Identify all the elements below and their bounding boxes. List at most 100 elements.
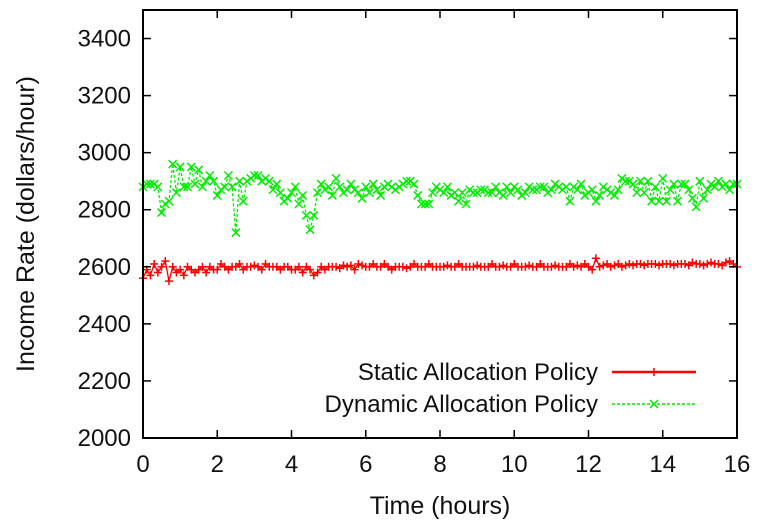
x-axis-label: Time (hours) bbox=[370, 492, 511, 520]
dynamic-data-point bbox=[621, 176, 631, 186]
dynamic-data-point bbox=[424, 199, 434, 209]
dynamic-data-point bbox=[286, 188, 297, 198]
dynamic-data-point bbox=[420, 199, 430, 209]
y-axis-label: Income Rate (dollars/hour) bbox=[12, 76, 40, 372]
dynamic-data-point bbox=[669, 179, 679, 189]
dynamic-data-point bbox=[673, 196, 683, 206]
static-data-point bbox=[350, 265, 359, 274]
dynamic-data-point bbox=[145, 179, 155, 189]
dynamic-data-point bbox=[327, 190, 337, 200]
static-data-point bbox=[250, 261, 259, 270]
dynamic-data-point bbox=[309, 210, 319, 220]
static-data-point bbox=[707, 258, 716, 267]
dynamic-data-point bbox=[710, 182, 720, 192]
x-tick-label: 14 bbox=[649, 451, 676, 478]
legend: Static Allocation Policy Dynamic Allocati… bbox=[325, 359, 696, 418]
static-data-point bbox=[714, 259, 723, 268]
dynamic-data-point bbox=[231, 228, 241, 238]
static-data-point bbox=[640, 261, 649, 270]
dynamic-data-point bbox=[461, 199, 471, 209]
static-data-point bbox=[573, 261, 582, 270]
static-data-point bbox=[346, 261, 355, 270]
dynamic-data-point bbox=[168, 159, 178, 169]
dynamic-data-point bbox=[454, 196, 464, 206]
static-data-point bbox=[621, 261, 630, 270]
dynamic-data-point bbox=[201, 176, 211, 186]
dynamic-data-point bbox=[361, 182, 371, 192]
dynamic-data-point bbox=[283, 193, 293, 203]
dynamic-data-point bbox=[227, 182, 237, 192]
static-data-point bbox=[599, 261, 608, 270]
x-tick-label: 12 bbox=[575, 451, 602, 478]
dynamic-data-point bbox=[428, 188, 438, 198]
static-data-point bbox=[343, 262, 352, 271]
y-tick-label: 2400 bbox=[78, 311, 131, 338]
static-data-point bbox=[179, 271, 188, 280]
dynamic-data-point bbox=[316, 179, 326, 189]
dynamic-data-point bbox=[502, 182, 512, 192]
dynamic-data-point bbox=[691, 202, 701, 212]
dynamic-data-point bbox=[268, 185, 278, 195]
dynamic-data-point bbox=[628, 179, 638, 189]
y-tick-label: 3200 bbox=[78, 83, 131, 110]
dynamic-data-point bbox=[506, 188, 516, 198]
dynamic-data-point bbox=[699, 193, 709, 203]
dynamic-data-point bbox=[346, 179, 356, 189]
static-data-point bbox=[313, 268, 322, 277]
static-data-point bbox=[358, 261, 367, 270]
dynamic-data-point bbox=[342, 185, 352, 195]
static-data-point bbox=[617, 262, 626, 271]
static-data-point bbox=[629, 261, 638, 270]
dynamic-data-point bbox=[635, 176, 646, 186]
dynamic-data-point bbox=[687, 193, 697, 203]
dynamic-data-point bbox=[520, 188, 530, 198]
static-data-point bbox=[213, 265, 222, 274]
dynamic-data-point bbox=[468, 188, 478, 198]
dynamic-data-point bbox=[632, 188, 642, 198]
dynamic-data-point bbox=[357, 193, 367, 203]
dynamic-data-point bbox=[713, 176, 723, 186]
static-data-point bbox=[150, 259, 159, 268]
dynamic-data-point bbox=[676, 179, 686, 189]
dynamic-data-point bbox=[587, 185, 597, 195]
dynamic-data-point bbox=[234, 176, 245, 186]
static-data-point bbox=[168, 262, 177, 271]
static-data-point bbox=[402, 264, 411, 273]
dynamic-data-point bbox=[565, 196, 575, 206]
static-data-point bbox=[699, 261, 708, 270]
dynamic-data-point bbox=[576, 179, 586, 189]
static-data-point bbox=[439, 262, 448, 271]
dynamic-data-point bbox=[476, 185, 486, 195]
dynamic-data-point bbox=[294, 199, 304, 209]
dynamic-data-point bbox=[301, 210, 311, 220]
dynamic-data-point bbox=[572, 185, 582, 195]
static-data-point bbox=[332, 262, 341, 271]
y-tick-label: 2000 bbox=[78, 425, 131, 452]
x-tick-label: 10 bbox=[501, 451, 528, 478]
static-data-point bbox=[651, 259, 660, 268]
dynamic-data-point bbox=[209, 176, 219, 186]
static-data-point bbox=[298, 268, 307, 277]
dynamic-data-point bbox=[546, 185, 556, 195]
dynamic-data-point bbox=[561, 182, 571, 192]
dynamic-data-point bbox=[368, 179, 378, 189]
dynamic-data-point bbox=[205, 170, 215, 181]
legend-label: Static Allocation Policy bbox=[358, 359, 598, 386]
static-data-point bbox=[695, 259, 704, 268]
static-data-point bbox=[591, 254, 600, 263]
static-data-point bbox=[198, 262, 207, 271]
dynamic-data-point bbox=[331, 173, 341, 183]
dynamic-data-point bbox=[639, 188, 649, 198]
static-data-point bbox=[306, 265, 315, 274]
static-data-point bbox=[246, 262, 255, 271]
static-data-point bbox=[681, 259, 690, 268]
dynamic-data-point bbox=[613, 185, 623, 195]
dynamic-data-point bbox=[654, 196, 664, 206]
static-data-point bbox=[610, 261, 619, 270]
static-data-point bbox=[354, 259, 363, 268]
static-data-point bbox=[703, 259, 712, 268]
dynamic-data-point bbox=[376, 190, 386, 200]
dynamic-data-point bbox=[442, 182, 452, 192]
